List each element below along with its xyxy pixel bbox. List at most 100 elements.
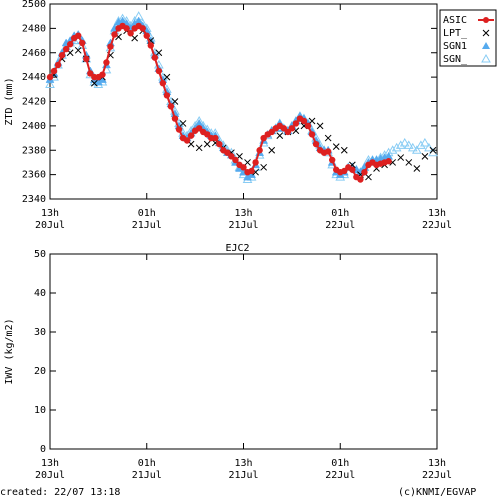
- chart1-data-point-asic: [66, 41, 74, 48]
- chart1-data-point-asic: [232, 156, 239, 164]
- chart1-data-point-lpt: [421, 152, 429, 160]
- chart1-data-point-asic: [248, 167, 255, 175]
- chart1-data-point-asic: [62, 45, 70, 53]
- chart1-data-point-lpt: [163, 73, 171, 81]
- chart2-y-axis-label: IWV (kg/m2): [4, 318, 15, 384]
- chart1-y-tick-label: 2360: [22, 170, 46, 181]
- chart1-data-point-asic: [50, 67, 58, 75]
- chart1-data-point-sgn: [391, 142, 402, 152]
- chart1-data-point-asic: [147, 42, 154, 49]
- chart1-data-point-asic: [83, 55, 90, 63]
- chart1-y-tick-label: 2380: [22, 145, 46, 156]
- chart1-data-point-lpt: [155, 49, 163, 57]
- chart1-data-point-sgn: [403, 140, 414, 149]
- chart1-x-tick-label: 13h: [234, 208, 252, 219]
- chart2-x-tick-label: 13h: [234, 458, 252, 469]
- chart1-y-tick-label: 2460: [22, 48, 46, 59]
- chart1-data-point-lpt: [405, 159, 413, 166]
- chart2-x-tick-label-date: 22Jul: [325, 470, 355, 481]
- chart1-data-point-lpt: [260, 163, 268, 171]
- chart1-y-tick-label: 2500: [22, 0, 46, 10]
- chart1-x-tick-label-date: 21Jul: [228, 220, 258, 231]
- chart1-y-axis-label: ZTD (mm): [4, 77, 15, 125]
- chart1-x-tick-label: 13h: [428, 208, 446, 219]
- chart1-data-point-asic: [175, 126, 183, 133]
- chart2-plot-frame: [49, 253, 438, 450]
- chart1-data-point-asic: [308, 131, 316, 138]
- chart1-data-point-lpt: [244, 159, 251, 166]
- chart2-y-tick-label: 20: [34, 366, 46, 377]
- chart1-data-point-asic: [324, 148, 332, 155]
- chart2-x-tick-label: 01h: [138, 458, 156, 469]
- chart1-data-point-asic: [212, 134, 219, 142]
- chart1-data-point-lpt: [413, 165, 421, 172]
- chart1-data-point-lpt: [429, 146, 437, 154]
- chart1-data-point-lpt: [397, 154, 405, 161]
- chart1-data-point-asic: [357, 176, 364, 183]
- chart1-data-point-asic: [183, 137, 191, 144]
- chart2-y-tick-label: 0: [40, 444, 46, 455]
- chart1-data-point-sgn: [395, 140, 406, 149]
- chart1-data-point-lpt: [171, 98, 179, 105]
- chart1-data-point-asic: [107, 43, 114, 50]
- chart1-data-point-asic: [256, 147, 263, 154]
- chart1-legend-label-asic: ASIC: [443, 15, 467, 26]
- chart2-x-tick-label-date: 21Jul: [132, 470, 162, 481]
- chart1-data-point-sgn: [420, 137, 430, 147]
- chart1-data-point-lpt: [268, 146, 276, 154]
- chart1-data-point-asic: [143, 32, 150, 39]
- chart1-data-point-asic: [240, 164, 247, 171]
- chart1-data-point-asic: [151, 54, 159, 61]
- chart1-legend-label-lpt: LPT_: [443, 28, 468, 39]
- chart1-data-point-asic: [155, 67, 163, 75]
- chart2-y-tick-label: 40: [34, 288, 46, 299]
- chart1-data-point-asic: [123, 25, 130, 32]
- chart1-data-point-lpt: [179, 120, 187, 127]
- chart1-y-tick-label: 2480: [22, 23, 46, 34]
- chart1-data-point-asic: [139, 25, 146, 32]
- chart1-x-tick-label-date: 22Jul: [325, 220, 355, 231]
- chart1-data-point-asic: [167, 103, 175, 110]
- chart1-data-point-asic: [349, 166, 356, 173]
- chart1-data-point-sgn: [387, 145, 398, 154]
- chart2-x-tick-label: 01h: [331, 458, 349, 469]
- chart1-data-point-asic: [79, 39, 86, 47]
- chart1-data-point-asic: [163, 92, 171, 99]
- chart1-data-point-lpt: [340, 146, 348, 154]
- chart1-data-point-asic: [385, 158, 392, 165]
- chart1-data-point-asic: [300, 117, 308, 125]
- chart1-data-point-lpt: [324, 134, 332, 142]
- chart1-data-point-asic: [127, 30, 134, 37]
- chart1-data-point-sgn: [411, 145, 422, 154]
- chart2-x-tick-label-date: 22Jul: [422, 470, 452, 481]
- chart1-y-tick-label: 2420: [22, 97, 46, 108]
- chart1-x-tick-label: 01h: [138, 208, 156, 219]
- chart1-legend-swatch-lpt: [482, 29, 490, 37]
- chart1-data-point-asic: [328, 156, 336, 164]
- chart1-data-point-sgn: [45, 79, 55, 88]
- chart1-x-tick-label: 13h: [41, 208, 59, 219]
- chart1-legend-swatch-asic: [483, 17, 489, 23]
- chart1-data-point-asic: [292, 120, 300, 127]
- chart1-data-point-lpt: [332, 143, 340, 150]
- chart2-y-tick-label: 50: [34, 249, 46, 260]
- chart2-title: EJC2: [225, 243, 249, 254]
- chart1-data-point-asic: [159, 80, 167, 87]
- chart1-data-point-asic: [304, 122, 312, 130]
- chart1-x-tick-label-date: 21Jul: [132, 220, 162, 231]
- chart2-x-tick-label-date: 20Jul: [35, 470, 65, 481]
- chart1-data-point-asic: [288, 125, 296, 132]
- chart2-x-tick-label-date: 21Jul: [228, 470, 258, 481]
- chart1-data-point-lpt: [90, 79, 98, 87]
- chart1-x-tick-label-date: 22Jul: [422, 220, 452, 231]
- chart1-legend-label-sgn: SGN_: [443, 54, 468, 65]
- chart1-data-point-asic: [361, 168, 368, 176]
- chart1-data-point-lpt: [203, 140, 211, 148]
- chart1-data-point-sgn: [424, 142, 434, 152]
- chart1-data-point-asic: [58, 51, 66, 59]
- chart1-data-point-lpt: [131, 34, 139, 42]
- chart1-data-point-sgn: [399, 137, 410, 147]
- chart1-x-tick-label: 01h: [331, 208, 349, 219]
- chart1-data-point-asic: [75, 32, 82, 39]
